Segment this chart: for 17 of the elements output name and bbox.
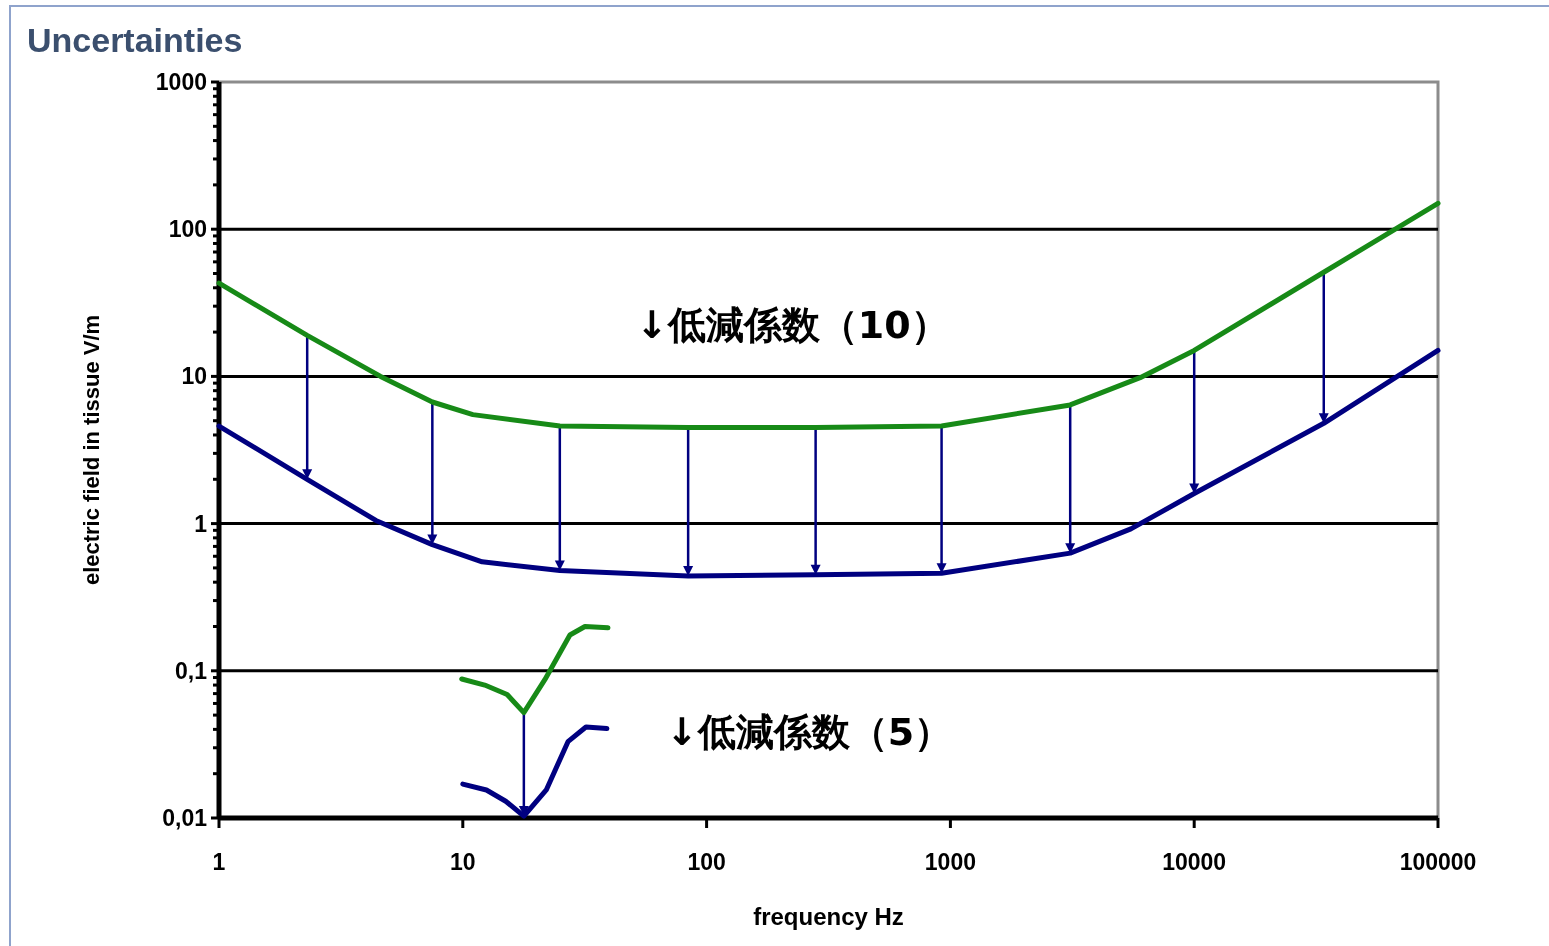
y-tick-label: 1000 [155, 69, 207, 95]
x-tick-label: 10 [450, 849, 476, 875]
y-axis-title: electric field in tissue V/m [79, 314, 104, 586]
annotation: ↓低減係数（5） [666, 710, 953, 754]
x-tick-label: 10000 [1162, 849, 1227, 875]
annotation: ↓低減係数（10） [636, 303, 949, 347]
chart-title: Uncertainties [27, 21, 243, 59]
y-tick-label: 0,01 [162, 805, 208, 831]
x-tick-label: 100000 [1399, 849, 1477, 875]
x-tick-label: 1000 [924, 849, 976, 875]
y-tick-label: 1 [194, 510, 208, 537]
y-tick-label: 0,1 [175, 657, 208, 684]
y-tick-label: 100 [168, 216, 207, 243]
y-tick-label: 10 [181, 363, 207, 390]
x-tick-label: 100 [687, 849, 726, 875]
x-axis-title: frequency Hz [753, 903, 904, 930]
x-tick-label: 1 [212, 849, 226, 875]
